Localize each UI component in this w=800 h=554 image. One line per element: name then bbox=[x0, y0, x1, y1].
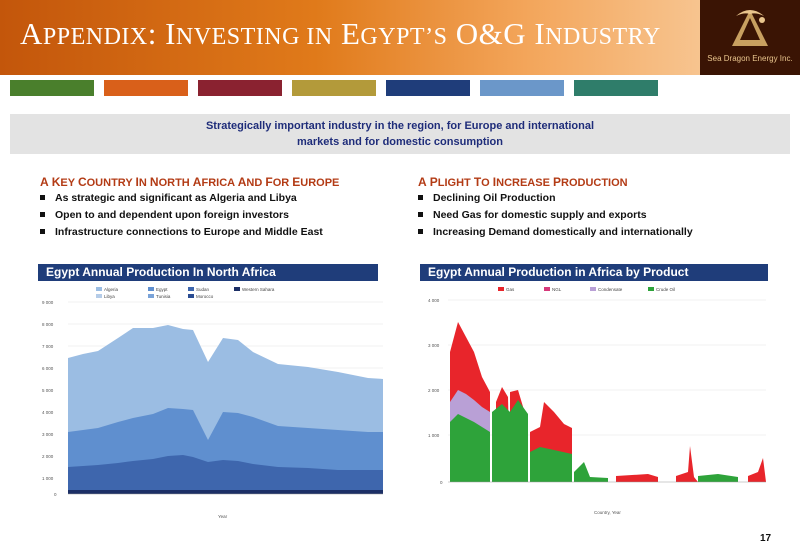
svg-text:Morocco: Morocco bbox=[196, 294, 214, 299]
banner-line: markets and for domestic consumption bbox=[297, 136, 503, 148]
color-stripe bbox=[574, 80, 658, 96]
svg-text:5 000: 5 000 bbox=[42, 388, 54, 393]
color-stripe bbox=[480, 80, 564, 96]
bullet-item: Need Gas for domestic supply and exports bbox=[418, 209, 647, 221]
color-stripe bbox=[10, 80, 94, 96]
bullet-item: Open to and dependent upon foreign inves… bbox=[40, 209, 289, 221]
page-number: 17 bbox=[760, 533, 772, 544]
svg-text:NGL: NGL bbox=[552, 287, 562, 292]
svg-text:Algeria: Algeria bbox=[104, 287, 119, 292]
right-chart-title: Egypt Annual Production in Africa by Pro… bbox=[420, 264, 768, 281]
color-stripe bbox=[104, 80, 188, 96]
svg-text:Gas: Gas bbox=[506, 287, 515, 292]
svg-text:3 000: 3 000 bbox=[42, 432, 54, 437]
north-africa-production-chart: 9 000 8 000 7 000 6 000 5 000 4 000 3 000 2 00… bbox=[38, 282, 388, 530]
company-name: Sea Dragon Energy Inc. bbox=[707, 54, 793, 63]
color-stripe bbox=[386, 80, 470, 96]
svg-text:4 000: 4 000 bbox=[42, 410, 54, 415]
left-section-title: A KEY COUNTRY IN NORTH AFRICA AND FOR EU… bbox=[40, 175, 340, 189]
svg-text:6 000: 6 000 bbox=[42, 366, 54, 371]
svg-text:9 000: 9 000 bbox=[42, 300, 54, 305]
svg-text:Condensate: Condensate bbox=[598, 287, 623, 292]
company-logo: Sea Dragon Energy Inc. bbox=[700, 0, 800, 75]
right-section-title: A PLIGHT TO INCREASE PRODUCTION bbox=[418, 175, 628, 189]
page-title: APPENDIX: INVESTING IN EGYPT’S O&G INDUS… bbox=[20, 16, 661, 51]
svg-text:Year: Year bbox=[218, 514, 228, 519]
svg-text:Western Sahara: Western Sahara bbox=[242, 287, 275, 292]
bullet-item: Infrastructure connections to Europe and… bbox=[40, 226, 323, 238]
title-banner: APPENDIX: INVESTING IN EGYPT’S O&G INDUS… bbox=[0, 0, 700, 75]
svg-text:7 000: 7 000 bbox=[42, 344, 54, 349]
bullet-item: Declining Oil Production bbox=[418, 192, 556, 204]
svg-text:Tunisia: Tunisia bbox=[156, 294, 171, 299]
summary-banner: Strategically important industry in the … bbox=[10, 114, 790, 154]
bullet-item: Increasing Demand domestically and inter… bbox=[418, 226, 693, 238]
color-stripe bbox=[292, 80, 376, 96]
svg-text:4 000: 4 000 bbox=[428, 298, 440, 303]
svg-text:Libya: Libya bbox=[104, 294, 115, 299]
svg-text:1 000: 1 000 bbox=[428, 433, 440, 438]
svg-text:Country, Year: Country, Year bbox=[594, 510, 621, 515]
bullet-item: As strategic and significant as Algeria … bbox=[40, 192, 297, 204]
left-chart-title: Egypt Annual Production In North Africa bbox=[38, 264, 378, 281]
banner-line: Strategically important industry in the … bbox=[205, 120, 595, 132]
color-stripe bbox=[198, 80, 282, 96]
svg-text:0: 0 bbox=[54, 492, 57, 497]
svg-text:1 000: 1 000 bbox=[42, 476, 54, 481]
svg-text:2 000: 2 000 bbox=[42, 454, 54, 459]
svg-text:2 000: 2 000 bbox=[428, 388, 440, 393]
svg-text:8 000: 8 000 bbox=[42, 322, 54, 327]
svg-text:Egypt: Egypt bbox=[156, 287, 168, 292]
svg-text:0: 0 bbox=[440, 480, 443, 485]
svg-text:Sudan: Sudan bbox=[196, 287, 210, 292]
svg-text:3 000: 3 000 bbox=[428, 343, 440, 348]
svg-text:Crude Oil: Crude Oil bbox=[656, 287, 675, 292]
dragon-logo-icon bbox=[732, 10, 768, 46]
